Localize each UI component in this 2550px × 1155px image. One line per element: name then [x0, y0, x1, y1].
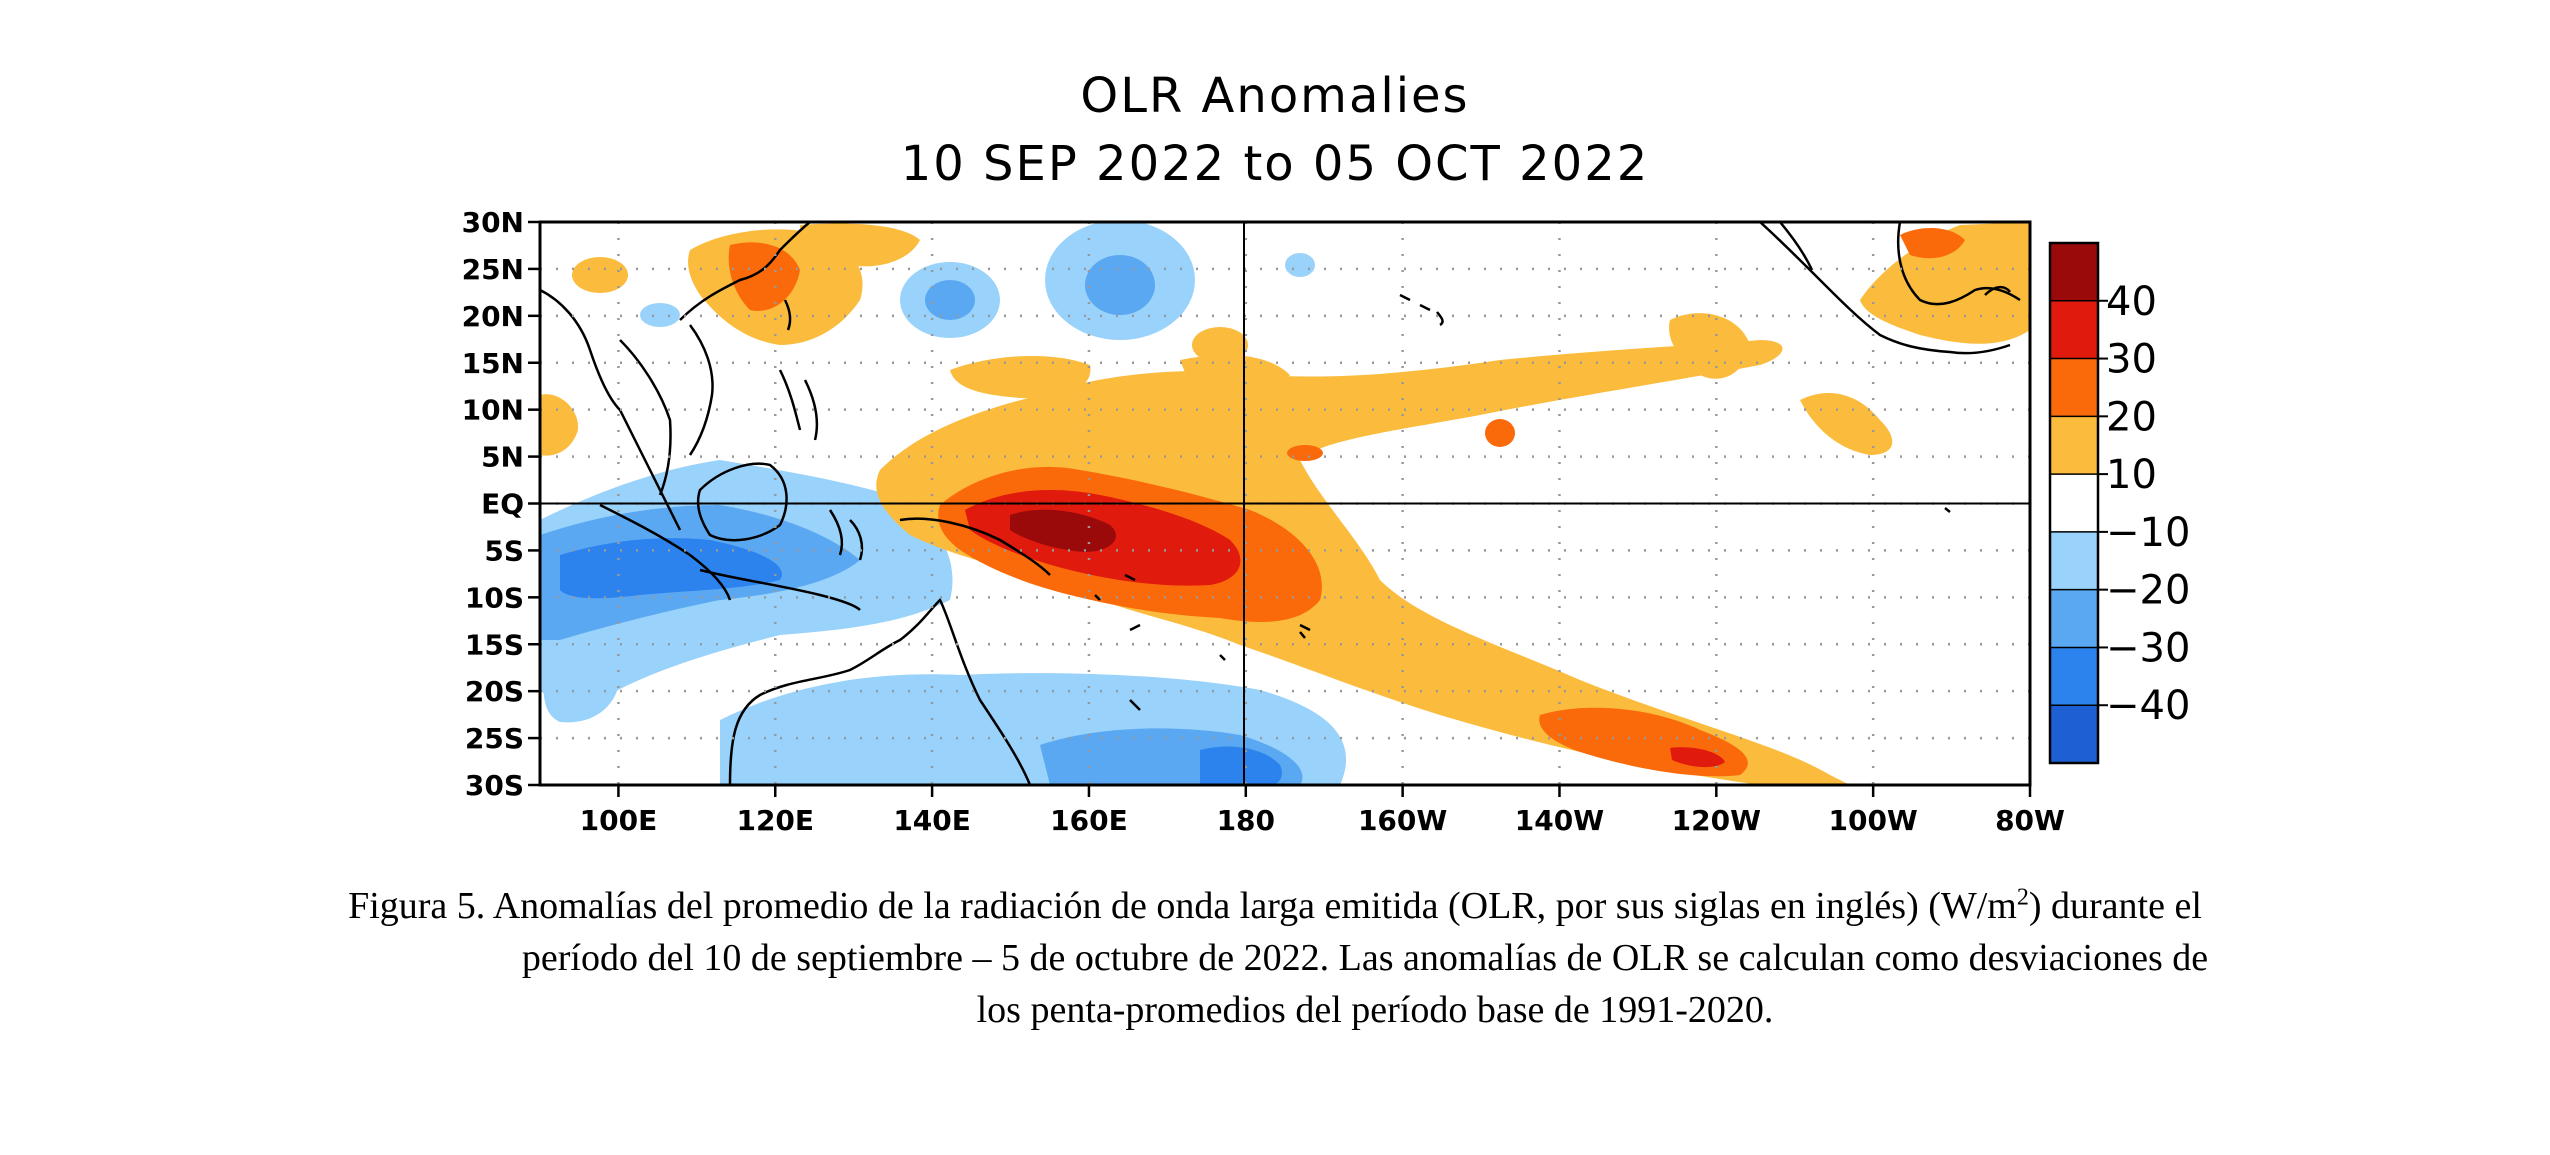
coast-mexico [1759, 222, 2011, 355]
colorbar-swatch [2050, 531, 2098, 590]
x-tick-label: 160W [1358, 804, 1447, 837]
neg-anomaly-small [640, 303, 680, 327]
neg-anomaly-maritime-continent-peak [560, 538, 782, 599]
colorbar-label: 40 [2106, 279, 2157, 325]
colorbar-swatch [2050, 474, 2098, 532]
y-tick-label: 15S [465, 628, 524, 661]
pos-anomaly-north-east-pacific [1669, 313, 1750, 379]
coast-galapagos [1944, 507, 1951, 513]
colorbar-swatch [2050, 589, 2098, 648]
y-tick-label: 30N [462, 206, 524, 239]
colorbar-label: 10 [2106, 452, 2157, 498]
y-tick-label: 10S [465, 581, 524, 614]
y-tick-label: 20S [465, 675, 524, 708]
coast-java [699, 568, 861, 611]
colorbar-label: 30 [2106, 337, 2157, 383]
y-tick-label: EQ [481, 488, 524, 521]
x-tick-label: 160E [1050, 804, 1128, 837]
coast-taiwan [783, 299, 792, 331]
colorbar-frame [2048, 241, 2100, 765]
pos-anomaly-bay-bengal [540, 394, 579, 456]
caption-superscript: 2 [2016, 884, 2029, 911]
figure-caption: Figura 5. Anomalías del promedio de la r… [0, 880, 2550, 1036]
pos-anomaly-southeast-china-core [728, 242, 800, 311]
pos-anomaly-small [1485, 419, 1515, 447]
neg-anomaly-small [1285, 253, 1315, 277]
x-axis: 100E 120E 140E 160E 180 160W 140W 120W 100W 80W [580, 785, 2065, 837]
map-title: OLR Anomalies [1080, 68, 1470, 124]
pos-anomaly-mexico [1860, 222, 2030, 344]
y-tick-label: 25S [465, 722, 524, 755]
pos-anomaly-mexico-core [1900, 228, 1965, 259]
coast-new-guinea [899, 517, 1051, 576]
map-subtitle: 10 SEP 2022 to 05 OCT 2022 [900, 136, 1650, 192]
pos-anomaly-east-pacific [1800, 392, 1893, 455]
pos-anomaly-indian-ocean [572, 257, 628, 293]
y-tick-label: 15N [462, 347, 524, 380]
x-tick-label: 120E [736, 804, 814, 837]
colorbar: 40 30 20 10 −10 −20 −30 −40 [2048, 241, 2190, 765]
coast-sumatra [599, 503, 732, 601]
neg-anomaly-south-australia-peak [1200, 746, 1282, 785]
coast-vietnam [688, 324, 714, 456]
y-tick-label: 10N [462, 394, 524, 427]
colorbar-label: −20 [2106, 568, 2190, 614]
y-tick-label: 30S [465, 769, 524, 802]
neg-anomaly-north-pacific-core [1085, 255, 1155, 315]
coast-philippines [778, 369, 819, 441]
coast-yucatan [1984, 285, 2012, 296]
caption-line-2: período del 10 de septiembre – 5 de octu… [521, 937, 2209, 979]
colorbar-swatch [2050, 416, 2098, 475]
coast-hawaii [1399, 293, 1444, 327]
y-axis: 30N 25N 20N 15N 10N 5N EQ 5S 10S 15S 20S 25S 30S [462, 206, 540, 802]
x-tick-label: 180 [1217, 804, 1275, 837]
x-tick-label: 120W [1672, 804, 1761, 837]
pos-anomaly-small [1192, 327, 1248, 363]
caption-line-3: los penta-promedios del período base de … [976, 989, 1774, 1031]
colorbar-swatch [2050, 358, 2098, 417]
y-tick-label: 20N [462, 300, 524, 333]
colorbar-label: −10 [2106, 510, 2190, 556]
coast-australia [728, 597, 1032, 785]
y-tick-label: 5N [481, 441, 524, 474]
colorbar-swatch [2050, 705, 2098, 763]
neg-anomaly-west-indian [543, 646, 620, 723]
neg-anomaly-china-sea-core [925, 280, 975, 320]
pos-anomaly-central-pacific [1180, 355, 1290, 392]
pos-anomaly-southeast-pacific-red [1670, 747, 1725, 768]
coast-sulawesi [828, 509, 864, 561]
x-tick-label: 100E [580, 804, 658, 837]
coast-malay [619, 339, 672, 496]
coast-borneo [696, 462, 788, 542]
coast-islands [1094, 573, 1311, 711]
caption-line-1: Figura 5. Anomalías del promedio de la r… [348, 884, 2202, 927]
y-tick-label: 5S [484, 534, 524, 567]
pos-anomaly-small [1287, 445, 1323, 461]
colorbar-label: −40 [2106, 683, 2190, 729]
pos-anomaly-wpac-darkred [1010, 509, 1116, 552]
x-tick-label: 140W [1515, 804, 1604, 837]
colorbar-swatch [2050, 300, 2098, 359]
pos-anomaly-equatorial-band [876, 340, 1850, 785]
olr-anomaly-map: 100E 120E 140E 160E 180 160W 140W 120W 100W 80W 3… [462, 206, 2191, 837]
coastlines [540, 222, 2021, 785]
pos-anomaly-japan-east [800, 223, 920, 267]
y-tick-label: 25N [462, 253, 524, 286]
pos-anomaly-north-tropical-pacific [950, 355, 1091, 399]
x-tick-label: 140E [893, 804, 971, 837]
colorbar-swatch [2050, 243, 2098, 301]
colorbar-swatch [2050, 647, 2098, 706]
coast-china [679, 222, 811, 321]
x-tick-label: 100W [1828, 804, 1917, 837]
colorbar-label: 20 [2106, 394, 2157, 440]
colorbar-label: −30 [2106, 625, 2190, 671]
coast-baja [1779, 222, 1814, 271]
x-tick-label: 80W [1995, 804, 2065, 837]
coast-indochina [540, 288, 682, 531]
